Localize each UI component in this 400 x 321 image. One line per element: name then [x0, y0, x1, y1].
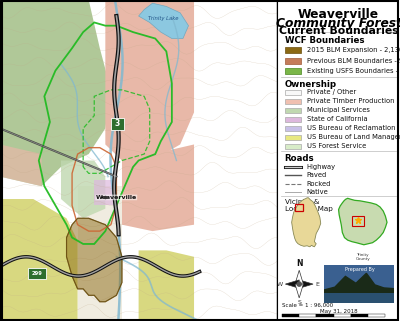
Bar: [284, 99, 300, 104]
Polygon shape: [138, 250, 194, 321]
Polygon shape: [66, 218, 122, 302]
Text: Community Forest: Community Forest: [276, 17, 400, 30]
Bar: [282, 314, 299, 317]
Text: WCF Boundaries: WCF Boundaries: [284, 36, 364, 45]
Bar: [284, 126, 300, 131]
Bar: [295, 204, 303, 211]
Text: E: E: [315, 282, 319, 287]
Text: Trinity
County: Trinity County: [356, 253, 370, 261]
Text: N: N: [296, 259, 302, 268]
Polygon shape: [0, 0, 111, 186]
Bar: [351, 314, 368, 317]
Text: Highway: Highway: [307, 164, 336, 170]
Bar: [299, 314, 316, 317]
Polygon shape: [295, 270, 303, 284]
Text: 2015 BLM Expansion - 2,130 Ac.: 2015 BLM Expansion - 2,130 Ac.: [307, 47, 400, 53]
Text: US Forest Service: US Forest Service: [307, 143, 366, 149]
Bar: [352, 216, 364, 226]
Text: Scale = 1 : 96,000: Scale = 1 : 96,000: [282, 303, 333, 308]
Text: Private Timber Production: Private Timber Production: [307, 99, 394, 104]
Bar: [368, 314, 385, 317]
Polygon shape: [122, 144, 194, 231]
Bar: [111, 118, 124, 130]
Polygon shape: [338, 198, 387, 245]
Text: Rocked: Rocked: [307, 181, 331, 187]
Bar: [284, 117, 300, 122]
Bar: [284, 108, 300, 113]
Polygon shape: [292, 198, 321, 247]
Bar: [284, 144, 300, 149]
Polygon shape: [299, 280, 313, 288]
Polygon shape: [324, 273, 394, 303]
Text: Existing USFS Boundaries - 11,848 Ac.: Existing USFS Boundaries - 11,848 Ac.: [307, 68, 400, 74]
Polygon shape: [284, 47, 300, 53]
Text: Roads: Roads: [284, 154, 314, 163]
Text: Weaverville: Weaverville: [96, 195, 137, 200]
Bar: [316, 314, 334, 317]
Text: 3: 3: [115, 119, 120, 128]
Text: Native: Native: [307, 189, 328, 195]
Polygon shape: [0, 144, 42, 186]
Text: Municipal Services: Municipal Services: [307, 108, 370, 113]
Text: W: W: [277, 282, 283, 287]
Bar: [28, 268, 46, 279]
Polygon shape: [284, 68, 300, 74]
Bar: [284, 90, 300, 95]
Text: US Bureau of Reclamation: US Bureau of Reclamation: [307, 126, 395, 131]
Polygon shape: [78, 186, 122, 321]
Bar: [284, 135, 300, 140]
Text: May 31, 2018: May 31, 2018: [320, 309, 358, 314]
Text: Private / Other: Private / Other: [307, 90, 356, 95]
Text: 299: 299: [32, 271, 42, 276]
Polygon shape: [94, 180, 116, 205]
Text: Prepared By: Prepared By: [344, 267, 374, 272]
Text: Current Boundaries: Current Boundaries: [279, 26, 398, 36]
Polygon shape: [105, 0, 194, 160]
Text: S: S: [297, 300, 301, 305]
Text: Vicinity &
Location Map: Vicinity & Location Map: [284, 199, 332, 212]
Text: Trinity Lake: Trinity Lake: [148, 16, 179, 21]
Text: State of California: State of California: [307, 117, 367, 122]
Text: Paved: Paved: [307, 172, 327, 178]
Polygon shape: [284, 58, 300, 64]
Polygon shape: [295, 284, 303, 298]
Polygon shape: [0, 199, 78, 321]
Text: Ownership: Ownership: [284, 80, 337, 89]
Polygon shape: [138, 3, 188, 39]
Circle shape: [297, 282, 301, 286]
Bar: [324, 292, 394, 303]
Text: Weaverville: Weaverville: [298, 8, 379, 21]
Bar: [334, 314, 351, 317]
Text: US Bureau of Land Management: US Bureau of Land Management: [307, 134, 400, 140]
Polygon shape: [61, 160, 105, 218]
Text: Previous BLM Boundaries - 960 Ac.: Previous BLM Boundaries - 960 Ac.: [307, 58, 400, 64]
Polygon shape: [285, 280, 299, 288]
